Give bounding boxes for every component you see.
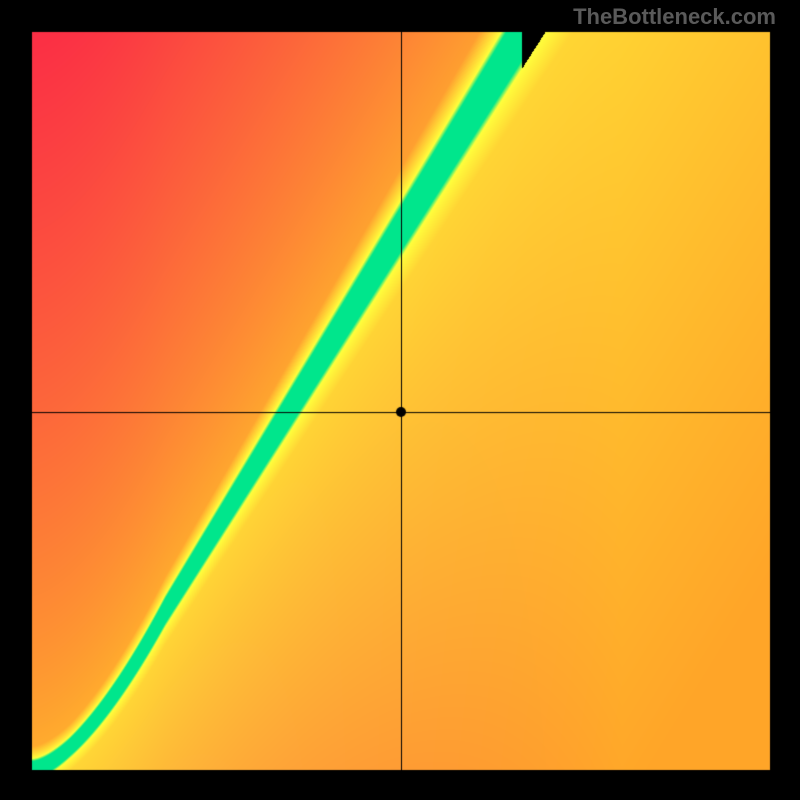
watermark-text: TheBottleneck.com: [573, 4, 776, 30]
bottleneck-heatmap: [0, 0, 800, 800]
chart-container: { "watermark": { "text": "TheBottleneck.…: [0, 0, 800, 800]
